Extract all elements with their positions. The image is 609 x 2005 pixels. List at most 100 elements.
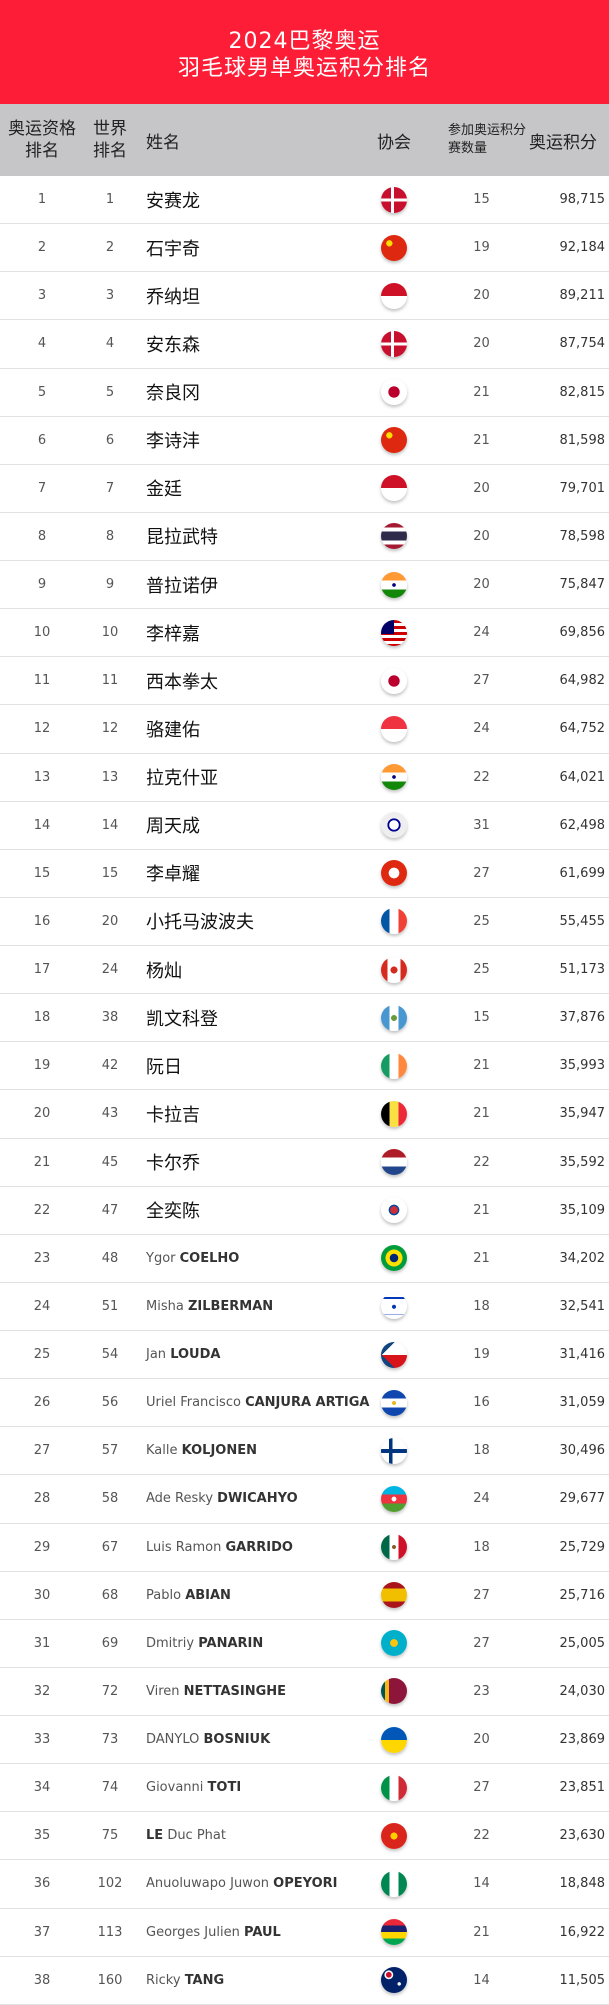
flag-icon-mu [381,1919,407,1946]
olympic-points: 81,598 [559,432,606,448]
olympic-points: 34,202 [559,1250,606,1266]
header-world-rank: 世界排名 [93,119,127,161]
olympic-rank: 12 [33,721,51,737]
flag-icon-ng [381,1870,407,1897]
player-name: Anuoluwapo Juwon OPEYORI [136,1876,354,1891]
olympic-points: 62,498 [559,817,606,833]
given-name: Giovanni [146,1780,204,1796]
olympic-points: 31,416 [559,1347,606,1363]
player-name: DANYLO BOSNIUK [136,1732,354,1747]
association [354,1004,434,1031]
olympic-points: 35,993 [559,1058,606,1074]
player-name: 杨灿 [146,960,182,982]
table-row: 10 10 李梓嘉 24 69,856 [0,609,609,658]
event-count: 16 [473,1395,490,1411]
world-rank: 13 [101,769,119,785]
event-count: 21 [473,1202,490,1218]
player-name: Ade Resky DWICAHYO [136,1491,354,1506]
player-name: 阮日 [146,1056,182,1078]
world-rank: 24 [101,962,119,978]
association [354,860,434,887]
table-row: 13 13 拉克什亚 22 64,021 [0,754,609,802]
olympic-points: 31,059 [559,1395,606,1411]
world-rank: 5 [105,384,115,400]
event-count: 15 [473,1010,490,1026]
table-row: 7 7 金廷 20 79,701 [0,465,609,513]
world-rank: 54 [101,1347,119,1363]
given-name: Pablo [146,1587,182,1603]
surname: PANARIN [198,1635,264,1651]
world-rank: 67 [101,1539,119,1555]
event-count: 22 [473,769,490,785]
flag-icon-in [381,571,407,598]
flag-icon-sg [381,715,407,742]
table-row: 2 2 石宇奇 19 92,184 [0,224,609,273]
flag-icon-gt [381,1004,407,1031]
event-count: 20 [473,336,490,352]
world-rank: 10 [101,625,119,641]
world-rank: 14 [101,817,119,833]
association [354,812,434,839]
association [354,1870,434,1897]
world-rank: 11 [101,673,119,689]
olympic-points: 30,496 [559,1443,606,1459]
flag-icon-az [381,1485,407,1512]
surname: ZILBERMAN [187,1298,274,1314]
olympic-rank: 37 [33,1924,51,1940]
olympic-points: 16,922 [559,1924,606,1940]
olympic-rank: 33 [33,1732,51,1748]
title-line2: 羽毛球男单奥运积分排名 [177,56,431,81]
surname: DWICAHYO [217,1491,298,1507]
association [354,475,434,502]
olympic-rank: 38 [33,1972,51,1988]
event-count: 24 [473,1491,490,1507]
association [354,1678,434,1705]
olympic-points: 35,947 [559,1106,606,1122]
header-points: 奥运积分 [529,132,597,153]
header-association: 协会 [377,132,411,153]
event-count: 20 [473,288,490,304]
player-name: 奈良冈 [146,383,200,405]
olympic-rank: 31 [33,1635,51,1651]
world-rank: 68 [101,1587,119,1603]
association [354,1245,434,1272]
player-name: Kalle KOLJONEN [136,1443,354,1458]
olympic-points: 32,541 [559,1298,606,1314]
player-name: Jan LOUDA [136,1347,354,1362]
player-name: 金廷 [146,479,182,501]
olympic-points: 35,109 [559,1202,606,1218]
flag-icon-jp [381,379,407,406]
association [354,764,434,791]
olympic-points: 35,592 [559,1154,606,1170]
surname: CANJURA ARTIGA [245,1395,370,1411]
event-count: 24 [473,721,490,737]
surname: LE [146,1828,164,1844]
olympic-points: 64,752 [559,721,606,737]
given-name: Uriel Francisco [146,1395,241,1411]
event-count: 19 [473,1347,490,1363]
event-count: 21 [473,1058,490,1074]
given-name: Ricky [146,1972,181,1988]
player-name: 昆拉武特 [146,527,218,549]
association [354,523,434,550]
player-name: 普拉诺伊 [146,575,218,597]
olympic-points: 92,184 [559,240,606,256]
surname: ABIAN [185,1587,231,1603]
player-name: 西本拳太 [146,671,218,693]
olympic-rank: 19 [33,1058,51,1074]
world-rank: 56 [101,1395,119,1411]
given-name: Ade Resky [146,1491,214,1507]
table-row: 14 14 周天成 31 62,498 [0,802,609,850]
olympic-rank: 27 [33,1443,51,1459]
olympic-rank: 13 [33,769,51,785]
world-rank: 102 [97,1876,123,1892]
olympic-rank: 25 [33,1347,51,1363]
table-row: 6 6 李诗沣 21 81,598 [0,417,609,465]
olympic-points: 23,630 [559,1828,606,1844]
world-rank: 69 [101,1635,119,1651]
association [354,571,434,598]
association [354,1630,434,1657]
surname: TOTI [207,1780,242,1796]
olympic-rank: 22 [33,1202,51,1218]
olympic-rank: 3 [37,288,47,304]
